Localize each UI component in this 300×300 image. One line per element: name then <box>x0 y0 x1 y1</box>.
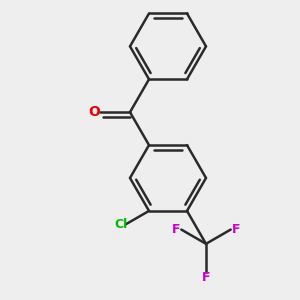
Text: F: F <box>231 223 240 236</box>
Text: F: F <box>202 271 210 284</box>
Text: O: O <box>88 105 100 119</box>
Text: F: F <box>172 223 181 236</box>
Text: Cl: Cl <box>115 218 128 231</box>
